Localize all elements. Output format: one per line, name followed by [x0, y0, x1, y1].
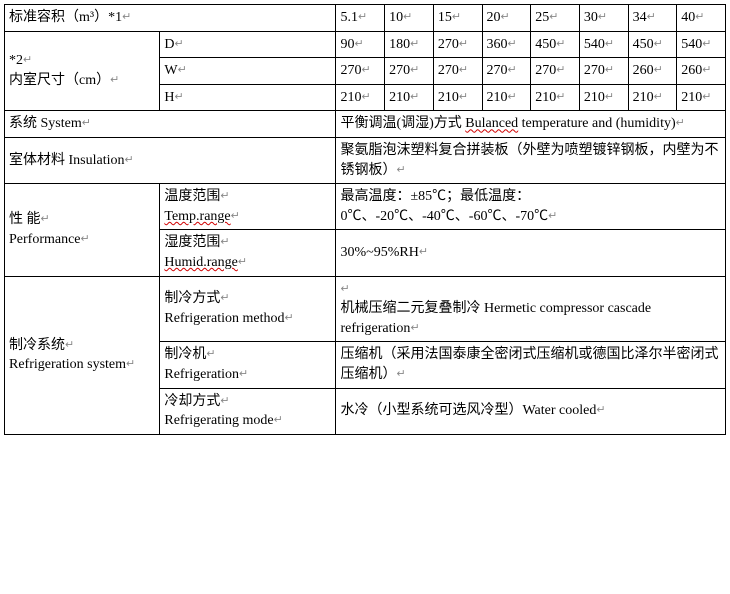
row-label: 制冷系统↵ Refrigeration system↵	[5, 276, 160, 434]
table-row: 室体材料 Insulation↵ 聚氨脂泡沫塑料复合拼装板（外壁为喷塑镀锌钢板，…	[5, 137, 726, 183]
data-cell: 260↵	[677, 58, 726, 85]
sublabel: 制冷方式↵ Refrigeration method↵	[160, 276, 336, 342]
data-cell: 270↵	[433, 31, 482, 58]
data-cell: 540↵	[677, 31, 726, 58]
row-label: 系统 System↵	[5, 111, 336, 138]
data-cell: 30%~95%RH↵	[336, 230, 726, 276]
data-cell: 34↵	[628, 5, 677, 32]
label-text: 标准容积（m³）*1	[9, 10, 122, 25]
data-cell: 30↵	[579, 5, 628, 32]
sublabel: 湿度范围↵ Humid.range↵	[160, 230, 336, 276]
data-cell: 25↵	[531, 5, 580, 32]
data-cell: ↵机械压缩二元复叠制冷 Hermetic compressor cascade …	[336, 276, 726, 342]
data-cell: 210↵	[385, 84, 434, 111]
sublabel: H↵	[160, 84, 336, 111]
row-label: *2↵ 内室尺寸（cm）↵	[5, 31, 160, 111]
sublabel: 温度范围↵ Temp.range↵	[160, 184, 336, 230]
data-cell: 最高温度：±85℃；最低温度：0℃、-20℃、-40℃、-60℃、-70℃↵	[336, 184, 726, 230]
table-row: 标准容积（m³）*1↵ 5.1↵ 10↵ 15↵ 20↵ 25↵ 30↵ 34↵…	[5, 5, 726, 32]
data-cell: 180↵	[385, 31, 434, 58]
data-cell: 210↵	[433, 84, 482, 111]
data-cell: 270↵	[482, 58, 531, 85]
data-cell: 聚氨脂泡沫塑料复合拼装板（外壁为喷塑镀锌钢板，内壁为不锈钢板）↵	[336, 137, 726, 183]
data-cell: 450↵	[628, 31, 677, 58]
data-cell: 90↵	[336, 31, 385, 58]
data-cell: 210↵	[628, 84, 677, 111]
data-cell: 270↵	[336, 58, 385, 85]
row-label: 标准容积（m³）*1↵	[5, 5, 336, 32]
row-label: 室体材料 Insulation↵	[5, 137, 336, 183]
sublabel: 制冷机↵ Refrigeration↵	[160, 342, 336, 388]
down-arrow-icon: ↵	[23, 54, 32, 66]
sublabel: 冷却方式↵ Refrigerating mode↵	[160, 388, 336, 434]
data-cell: 210↵	[531, 84, 580, 111]
data-cell: 5.1↵	[336, 5, 385, 32]
data-cell: 210↵	[579, 84, 628, 111]
data-cell: 210↵	[336, 84, 385, 111]
table-row: *2↵ 内室尺寸（cm）↵ D↵ 90↵ 180↵ 270↵ 360↵ 450↵…	[5, 31, 726, 58]
data-cell: 压缩机（采用法国泰康全密闭式压缩机或德国比泽尔半密闭式压缩机）↵	[336, 342, 726, 388]
sublabel: W↵	[160, 58, 336, 85]
data-cell: 210↵	[482, 84, 531, 111]
data-cell: 360↵	[482, 31, 531, 58]
data-cell: 20↵	[482, 5, 531, 32]
data-cell: 10↵	[385, 5, 434, 32]
data-cell: 15↵	[433, 5, 482, 32]
data-cell: 270↵	[385, 58, 434, 85]
data-cell: 270↵	[433, 58, 482, 85]
data-cell: 40↵	[677, 5, 726, 32]
table-row: 制冷系统↵ Refrigeration system↵ 制冷方式↵ Refrig…	[5, 276, 726, 342]
data-cell: 270↵	[579, 58, 628, 85]
data-cell: 平衡调温(调湿)方式 Bulanced temperature and (hum…	[336, 111, 726, 138]
data-cell: 210↵	[677, 84, 726, 111]
data-cell: 540↵	[579, 31, 628, 58]
data-cell: 260↵	[628, 58, 677, 85]
data-cell: 450↵	[531, 31, 580, 58]
sublabel: D↵	[160, 31, 336, 58]
data-cell: 水冷（小型系统可选风冷型）Water cooled↵	[336, 388, 726, 434]
spec-table: 标准容积（m³）*1↵ 5.1↵ 10↵ 15↵ 20↵ 25↵ 30↵ 34↵…	[4, 4, 726, 435]
down-arrow-icon: ↵	[41, 213, 50, 225]
down-arrow-icon: ↵	[65, 339, 74, 351]
table-row: 性 能↵ Performance↵ 温度范围↵ Temp.range↵ 最高温度…	[5, 184, 726, 230]
data-cell: 270↵	[531, 58, 580, 85]
row-label: 性 能↵ Performance↵	[5, 184, 160, 276]
down-arrow-icon: ↵	[122, 11, 131, 23]
table-row: 系统 System↵ 平衡调温(调湿)方式 Bulanced temperatu…	[5, 111, 726, 138]
